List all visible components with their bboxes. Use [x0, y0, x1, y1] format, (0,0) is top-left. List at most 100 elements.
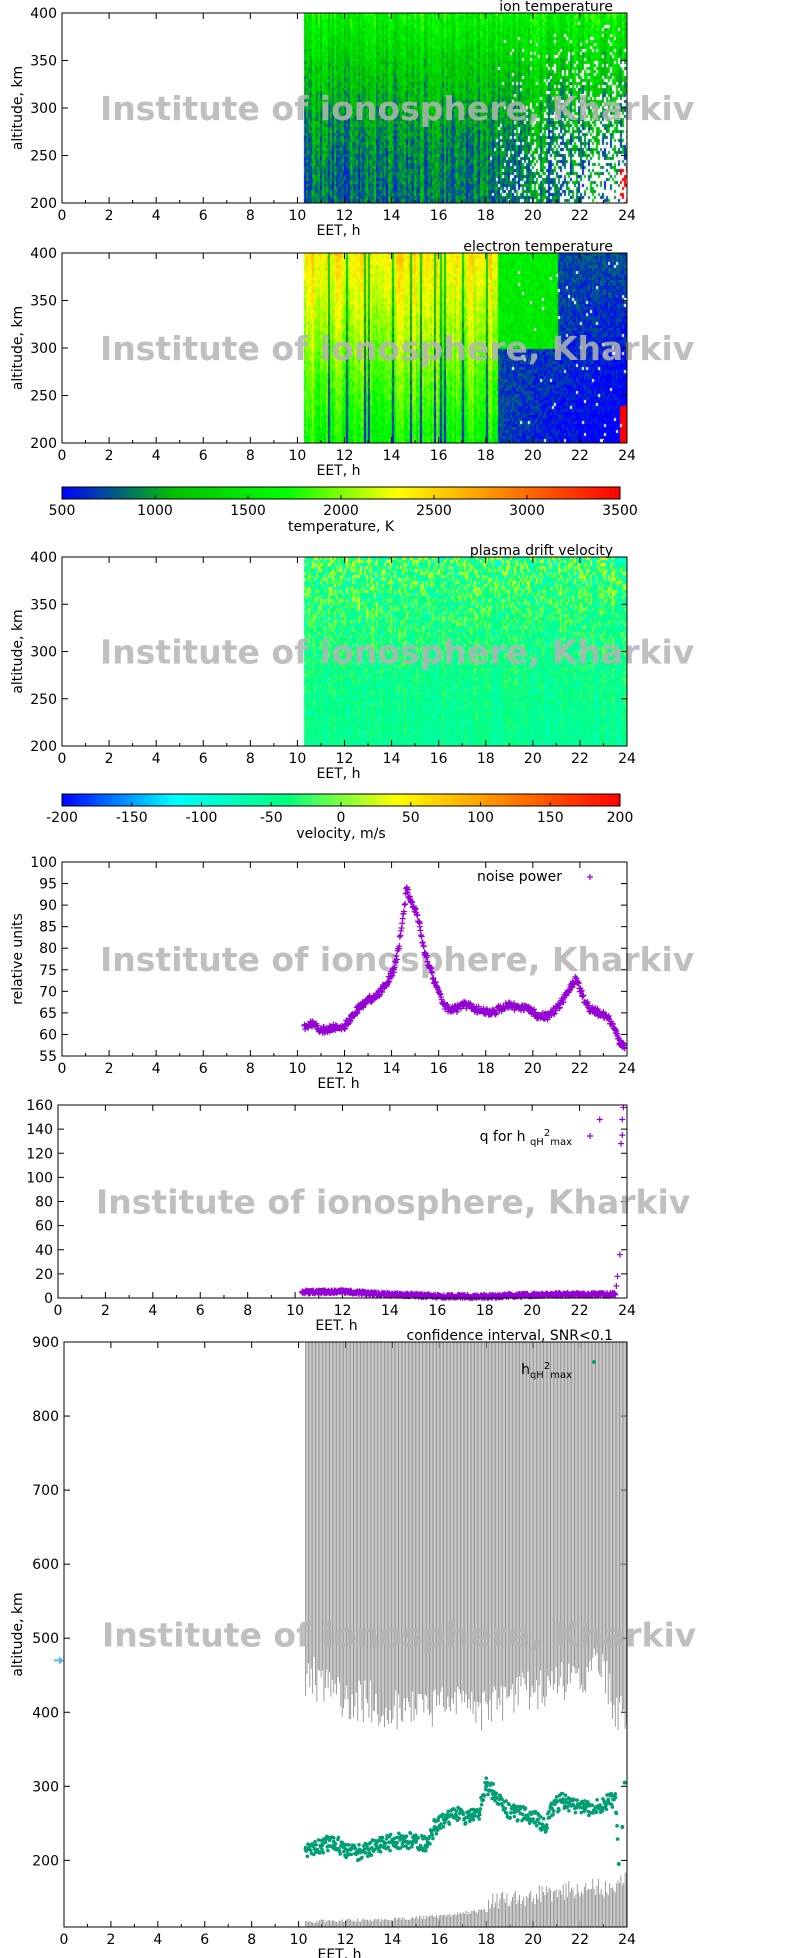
data-point — [493, 1791, 498, 1796]
data-point — [578, 987, 585, 994]
data-point — [543, 1014, 550, 1021]
data-point — [323, 1840, 328, 1844]
data-point — [420, 943, 427, 950]
data-point — [402, 900, 409, 907]
data-point — [615, 1837, 620, 1841]
data-point — [324, 1837, 328, 1842]
watermark: Institute of ionosphere, Kharkiv — [100, 329, 695, 368]
data-point — [579, 1810, 584, 1815]
data-point — [362, 1847, 367, 1852]
x-tick-label: 8 — [247, 1932, 256, 1948]
data-point — [426, 962, 433, 969]
data-point — [552, 1291, 559, 1298]
data-point — [586, 1005, 593, 1012]
data-point — [379, 989, 386, 996]
data-point — [440, 1001, 447, 1008]
x-tick-label: 14 — [384, 1932, 402, 1948]
x-axis-label: EET, h — [316, 223, 360, 239]
data-point — [317, 1851, 322, 1855]
y-tick-label: 70 — [39, 984, 57, 1000]
x-tick-label: 12 — [337, 1932, 355, 1948]
x-tick-label: 24 — [618, 448, 636, 464]
data-point — [383, 1841, 388, 1845]
x-tick-label: 2 — [106, 1932, 115, 1948]
altitude-marker-arrow-icon — [54, 1656, 65, 1665]
data-point — [401, 1844, 405, 1848]
data-point — [500, 1804, 505, 1808]
data-point — [470, 1005, 477, 1012]
x-tick-label: 12 — [336, 751, 354, 767]
colorbar-tick-label: 3500 — [602, 503, 638, 519]
x-axis-label: EET, h — [316, 463, 360, 479]
x-tick-label: 6 — [199, 208, 208, 224]
data-point — [500, 1797, 504, 1802]
data-point — [308, 1020, 315, 1027]
data-point — [336, 1835, 341, 1840]
data-point — [613, 1795, 618, 1800]
data-point — [425, 1842, 430, 1847]
data-point — [595, 1798, 599, 1802]
elec-panel: 0 2 4 6 8 10 12 14 16 18 20 22 24200250300350400EET,… — [10, 239, 695, 479]
data-point — [511, 1000, 517, 1007]
x-tick-label: 22 — [571, 448, 589, 464]
data-point — [316, 1838, 321, 1842]
data-point — [576, 1291, 583, 1298]
data-point — [515, 1005, 522, 1012]
data-point — [483, 1787, 488, 1792]
data-point — [575, 980, 582, 987]
data-point — [314, 1843, 318, 1847]
x-tick-label: 20 — [524, 1061, 542, 1077]
data-point — [303, 1847, 308, 1852]
y-tick-label: 200 — [30, 436, 57, 452]
data-point — [596, 1116, 603, 1123]
y-axis-label: altitude, km — [10, 1592, 26, 1676]
data-point — [331, 1839, 336, 1844]
data-point — [317, 1027, 324, 1034]
data-point — [595, 1009, 602, 1016]
colorbar-tick-label: 0 — [337, 810, 346, 826]
y-tick-label: 700 — [32, 1483, 59, 1499]
data-point — [363, 1290, 370, 1297]
y-tick-label: 300 — [30, 341, 57, 357]
data-point — [386, 1291, 393, 1298]
x-tick-label: 14 — [381, 1303, 399, 1319]
data-point — [605, 1014, 612, 1021]
x-tick-label: 14 — [383, 448, 401, 464]
panel-title: ion temperature — [499, 0, 613, 15]
data-point — [311, 1843, 316, 1848]
x-tick-label: 8 — [246, 448, 255, 464]
y-axis-label: altitude, km — [10, 306, 26, 390]
y-tick-label: 400 — [30, 550, 57, 566]
data-point — [402, 1837, 407, 1842]
data-point — [435, 1828, 440, 1832]
data-point — [449, 1813, 454, 1817]
data-point — [471, 1817, 476, 1822]
data-point — [457, 1816, 462, 1821]
y-axis-label: relative units — [10, 913, 26, 1005]
data-point — [477, 1810, 482, 1815]
ion-temperature-heatmap — [62, 13, 627, 203]
data-point — [478, 1807, 483, 1811]
data-point — [614, 1273, 621, 1280]
x-tick-label: 20 — [524, 1932, 542, 1948]
data-point — [360, 1855, 364, 1860]
x-tick-label: 8 — [246, 751, 255, 767]
data-point — [615, 1824, 619, 1828]
y-tick-label: 60 — [35, 1219, 53, 1235]
data-point — [567, 984, 574, 991]
data-point — [400, 910, 407, 917]
plasma-drift-velocity-heatmap — [62, 557, 627, 746]
data-point — [516, 1818, 520, 1822]
x-axis-label: EET, h — [317, 1947, 361, 1958]
data-point — [416, 1836, 421, 1840]
x-tick-label: 24 — [618, 208, 636, 224]
data-point — [523, 1806, 528, 1810]
data-point — [567, 1809, 571, 1813]
data-point — [384, 1836, 389, 1841]
data-point — [404, 1834, 409, 1839]
data-point — [354, 1010, 361, 1017]
electron-temperature-heatmap — [62, 253, 627, 443]
x-tick-label: 12 — [334, 1303, 352, 1319]
x-tick-label: 0 — [58, 448, 67, 464]
data-point — [620, 1825, 625, 1830]
